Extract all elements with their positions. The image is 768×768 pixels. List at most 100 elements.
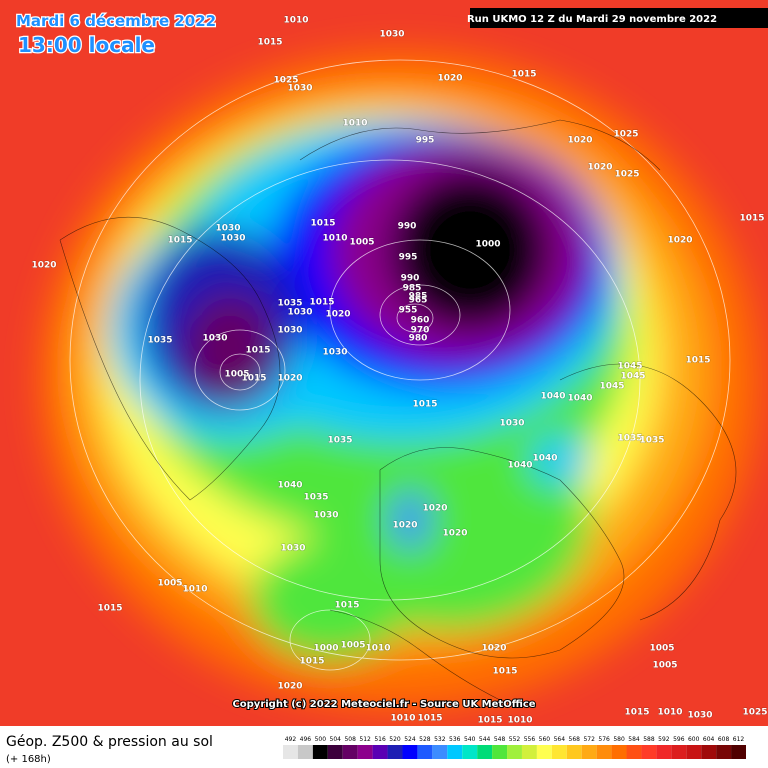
isobar-label: 1025 — [613, 130, 638, 140]
isobar-label: 1015 — [417, 714, 442, 724]
scale-swatch — [656, 745, 672, 759]
scale-label: 544 — [479, 736, 491, 743]
isobar-label: 1040 — [567, 394, 592, 404]
scale-swatch — [312, 745, 328, 759]
scale-label: 492 — [285, 736, 297, 743]
isobar-label: 960 — [411, 316, 430, 326]
scale-swatch — [551, 745, 567, 759]
scale-swatch — [507, 745, 522, 759]
isobar-label: 1010 — [342, 119, 367, 129]
isobar-label: 970 — [411, 326, 430, 336]
scale-label: 592 — [658, 736, 670, 743]
isobar-label: 1030 — [322, 348, 347, 358]
isobar-label: 1015 — [685, 356, 710, 366]
run-info: Run UKMO 12 Z du Mardi 29 novembre 2022 — [467, 14, 717, 25]
isobar-label: 1010 — [390, 714, 415, 724]
isobar-label: 1020 — [422, 504, 447, 514]
scale-label: 588 — [643, 736, 655, 743]
isobar-label: 1030 — [687, 711, 712, 721]
scale-label: 532 — [434, 736, 446, 743]
color-scale: 492 496 500 504 508 512 516 520 524 528 532 536 540 5… — [283, 736, 746, 759]
isobar-label: 1020 — [587, 163, 612, 173]
forecast-time: 13:00 locale — [18, 33, 155, 57]
scale-label: 536 — [449, 736, 461, 743]
isobar-label: 1035 — [639, 436, 664, 446]
scale-swatch — [596, 745, 612, 759]
isobar-label: 1040 — [540, 392, 565, 402]
scale-label: 528 — [419, 736, 431, 743]
isobar-label: 1005 — [340, 641, 365, 651]
scale-swatch — [686, 745, 702, 759]
isobar-label: 1010 — [182, 585, 207, 595]
isobar-label: 1015 — [167, 236, 192, 246]
scale-swatch — [492, 745, 508, 759]
isobar-label: 1020 — [481, 644, 506, 654]
isobar-label: 1015 — [245, 346, 270, 356]
scale-label: 520 — [389, 736, 401, 743]
isobar-label: 1015 — [492, 667, 517, 677]
isobar-label: 1030 — [313, 511, 338, 521]
isobar-label: 1030 — [215, 224, 240, 234]
scale-label: 508 — [344, 736, 356, 743]
isobar-label: 1015 — [97, 604, 122, 614]
isobar-label: 1010 — [365, 644, 390, 654]
isobar-label: 1010 — [507, 716, 532, 726]
isobar-label: 1015 — [624, 708, 649, 718]
isobar-label: 1020 — [277, 374, 302, 384]
copyright: Copyright (c) 2022 Meteociel.fr - Source… — [232, 699, 535, 710]
scale-label: 556 — [524, 736, 536, 743]
scale-swatch — [342, 745, 358, 759]
isobar-label: 1015 — [257, 38, 282, 48]
isobar-label: 1020 — [567, 136, 592, 146]
scale-swatch — [701, 745, 717, 759]
scale-swatch — [402, 745, 418, 759]
scale-label: 596 — [673, 736, 685, 743]
isobar-label: 1020 — [442, 529, 467, 539]
isobar-label: 1030 — [280, 544, 305, 554]
isobar-label: 985 — [403, 284, 422, 294]
isobar-label: 1045 — [617, 362, 642, 372]
scale-label: 524 — [404, 736, 416, 743]
scale-swatch — [521, 745, 537, 759]
scale-label: 500 — [315, 736, 327, 743]
isobar-label: 1030 — [379, 30, 404, 40]
isobar-label: 1035 — [147, 336, 172, 346]
isobar-label: 990 — [401, 274, 420, 284]
scale-label: 604 — [703, 736, 715, 743]
coastlines — [59, 119, 737, 701]
isobar-label: 1030 — [220, 234, 245, 244]
scale-label: 600 — [688, 736, 700, 743]
isobar-label: 1030 — [287, 84, 312, 94]
scale-label: 504 — [330, 736, 342, 743]
isobar-label: 1005 — [652, 661, 677, 671]
isobar-label: 1020 — [437, 74, 462, 84]
scale-swatch — [462, 745, 478, 759]
scale-label: 516 — [374, 736, 386, 743]
scale-swatch — [641, 745, 657, 759]
isobar-label: 1010 — [322, 234, 347, 244]
isobar-label: 1015 — [511, 70, 536, 80]
isobar-label: 1045 — [620, 372, 645, 382]
isobar-label: 1015 — [310, 219, 335, 229]
scale-label: 512 — [359, 736, 371, 743]
isobar-label: 1005 — [224, 370, 249, 380]
isobar-label: 1040 — [532, 454, 557, 464]
isobar-label: 1010 — [283, 16, 308, 26]
scale-label: 564 — [554, 736, 566, 743]
isobar-lines — [69, 59, 731, 671]
scale-label: 580 — [613, 736, 625, 743]
isobar-label: 1020 — [325, 310, 350, 320]
isobar-label: 1040 — [507, 461, 532, 471]
isobar-label: 1030 — [277, 326, 302, 336]
scale-swatch — [626, 745, 642, 759]
isobar-label: 1045 — [599, 382, 624, 392]
scale-label: 496 — [300, 736, 312, 743]
scale-swatch — [566, 745, 582, 759]
isobar-label: 1015 — [412, 400, 437, 410]
scale-label: 548 — [494, 736, 506, 743]
isobar-label: 1025 — [614, 170, 639, 180]
isobar-label: 1030 — [499, 419, 524, 429]
isobar-label: 1030 — [202, 334, 227, 344]
isobar-label: 985 — [409, 292, 428, 302]
